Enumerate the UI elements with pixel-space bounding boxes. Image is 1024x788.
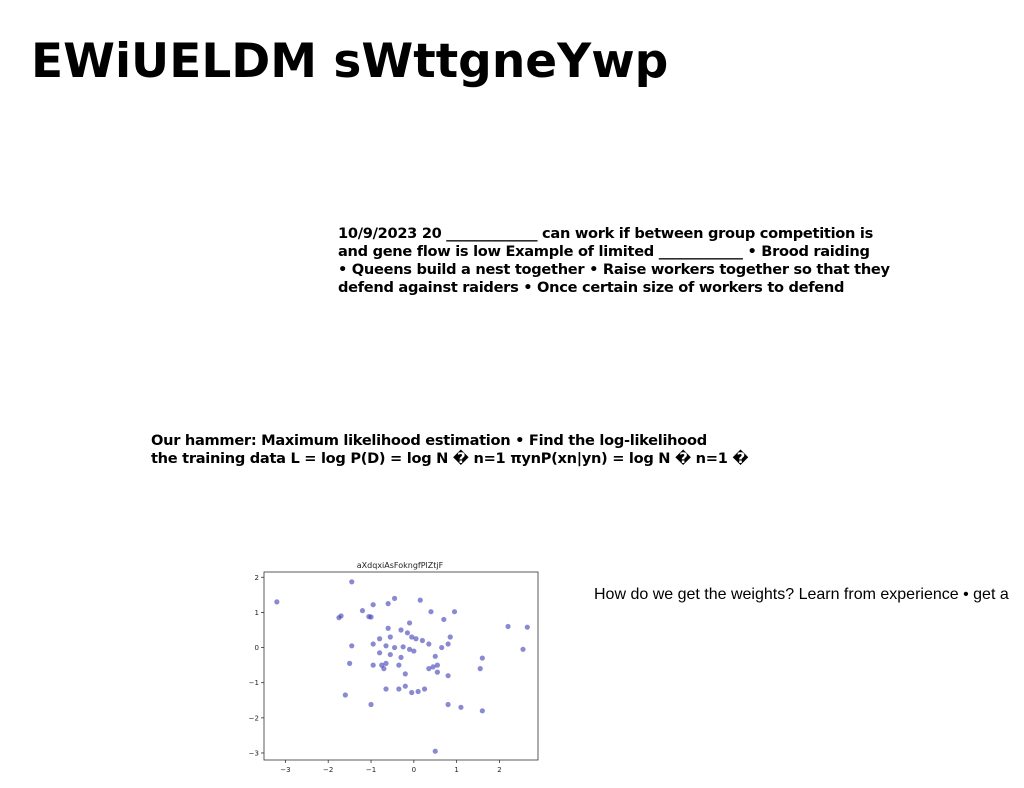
scatter-chart: aXdqxiAsFokngfPlZtjF −3 −2 −1 0 1 2 2 1 0 −1 −2 −3	[240, 556, 550, 776]
scatter-point	[428, 609, 434, 615]
scatter-point	[409, 689, 415, 696]
scatter-point	[439, 644, 445, 651]
scatter-point	[445, 701, 451, 708]
x-tick-label: 0	[412, 766, 416, 774]
scatter-point	[441, 616, 447, 623]
y-tick-label: −2	[249, 714, 259, 722]
scatter-chart-svg: aXdqxiAsFokngfPlZtjF −3 −2 −1 0 1 2 2 1 0 −1 −2 −3	[249, 561, 539, 774]
scatter-point	[434, 662, 440, 668]
scatter-point	[447, 634, 453, 640]
scatter-point	[432, 653, 438, 659]
scatter-point	[368, 701, 374, 708]
x-tick-label: −3	[280, 766, 290, 774]
scatter-point	[458, 704, 464, 710]
x-tick-label: −2	[323, 766, 333, 774]
scatter-point	[387, 651, 393, 658]
scatter-point	[451, 609, 458, 615]
scatter-point	[391, 595, 398, 601]
scatter-point	[370, 641, 376, 647]
axis-ticks: −3 −2 −1 0 1 2 2 1 0 −1 −2 −3	[249, 574, 502, 774]
scatter-point	[349, 579, 355, 585]
scatter-point	[347, 660, 353, 666]
scatter-point	[404, 630, 411, 636]
y-tick-label: −3	[249, 749, 259, 757]
text-line: 10/9/2023 20 _____________ can work if b…	[338, 225, 873, 242]
scatter-point	[370, 602, 376, 608]
y-tick-label: 1	[255, 609, 259, 617]
text-line: defend against raiders • Once certain si…	[338, 279, 845, 296]
scatter-point	[426, 641, 432, 647]
plot-frame	[263, 571, 539, 761]
scatter-point	[402, 683, 408, 689]
scatter-point	[434, 669, 440, 675]
scatter-point	[477, 666, 483, 672]
text-line: • Queens build a nest together • Raise w…	[338, 261, 890, 278]
scatter-point	[342, 692, 348, 698]
scatter-point	[417, 597, 423, 603]
scatter-point	[383, 660, 389, 666]
scatter-point	[445, 673, 451, 679]
scatter-point	[383, 686, 389, 692]
scatter-point	[419, 637, 426, 644]
scatter-point	[376, 636, 383, 642]
text-line: the training data L = log P(D) = log N �…	[151, 450, 749, 467]
scatter-point	[524, 624, 530, 630]
scatter-point	[376, 650, 383, 656]
scatter-point	[426, 666, 432, 672]
scatter-point	[396, 662, 402, 668]
scatter-point	[349, 643, 355, 649]
scatter-point	[406, 646, 413, 652]
scatter-point	[391, 644, 398, 651]
scatter-point	[445, 641, 451, 647]
scatter-point	[396, 686, 402, 692]
text-block-likelihood: Our hammer: Maximum likelihood estimatio…	[151, 432, 749, 468]
scatter-point	[383, 643, 389, 649]
scatter-point	[402, 671, 408, 677]
chart-title: aXdqxiAsFokngfPlZtjF	[357, 561, 444, 570]
scatter-points	[274, 579, 530, 754]
scatter-point	[370, 662, 376, 668]
scatter-point	[387, 634, 393, 640]
scatter-point	[415, 688, 421, 695]
scatter-point	[338, 613, 344, 619]
y-tick-label: −1	[249, 679, 259, 687]
scatter-point	[505, 623, 511, 630]
scatter-point	[421, 686, 428, 692]
scatter-point	[274, 599, 280, 605]
scatter-point	[359, 608, 366, 614]
text-line: and gene flow is low Example of limited …	[338, 243, 870, 260]
scatter-point	[398, 654, 404, 660]
scatter-point	[520, 646, 526, 652]
text-block-weights: How do we get the weights? Learn from ex…	[594, 586, 1009, 603]
scatter-point	[406, 620, 413, 626]
scatter-point	[411, 648, 417, 654]
scatter-point	[479, 655, 485, 661]
y-tick-label: 0	[255, 644, 259, 652]
scatter-point	[381, 666, 387, 672]
y-tick-label: 2	[255, 574, 259, 582]
scatter-point	[368, 614, 374, 620]
page-title: EWiUELDM sWttgneYwp	[31, 34, 669, 89]
scatter-point	[479, 708, 485, 714]
text-line: Our hammer: Maximum likelihood estimatio…	[151, 432, 707, 449]
x-tick-label: 2	[497, 766, 501, 774]
scatter-point	[409, 634, 415, 640]
scatter-point	[432, 748, 438, 754]
x-tick-label: 1	[454, 766, 458, 774]
scatter-point	[413, 636, 419, 642]
x-tick-label: −1	[366, 766, 376, 774]
scatter-point	[385, 625, 391, 631]
scatter-point	[398, 627, 404, 633]
text-block-competition: 10/9/2023 20 _____________ can work if b…	[338, 225, 890, 297]
scatter-point	[400, 644, 406, 650]
scatter-point	[430, 664, 436, 670]
scatter-point	[385, 601, 391, 607]
